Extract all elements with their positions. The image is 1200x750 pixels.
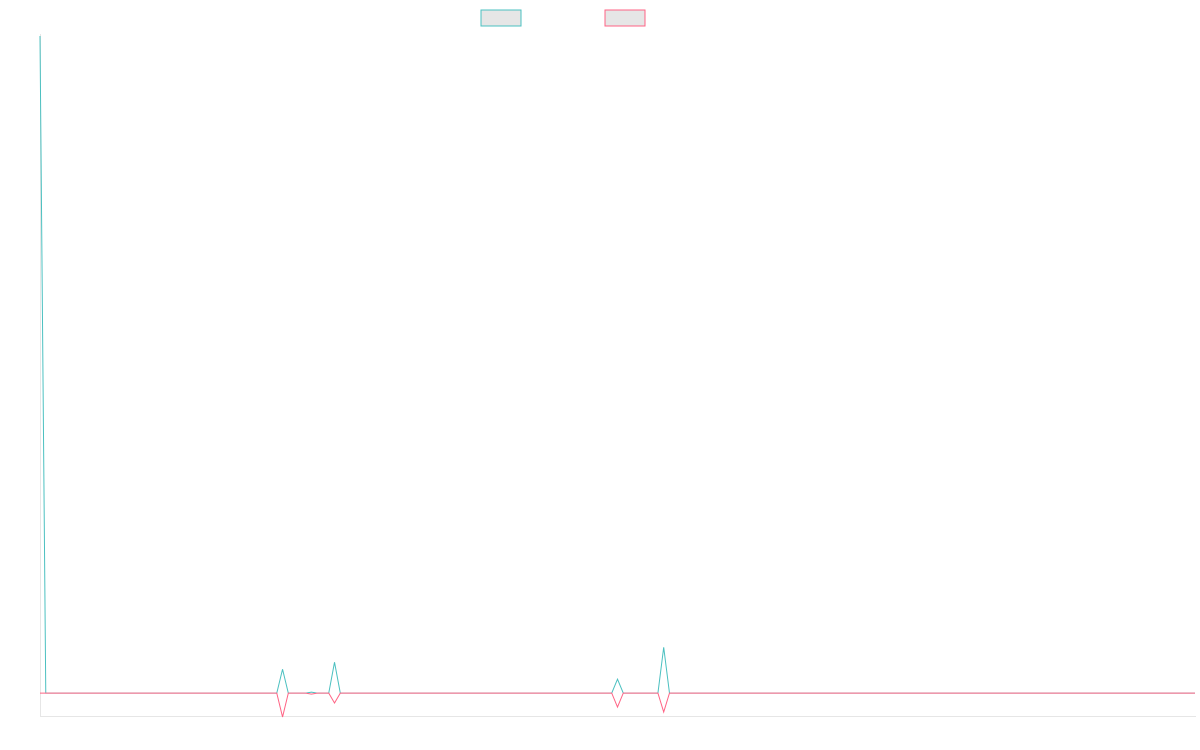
chart-legend [480, 9, 646, 27]
series-layer [39, 35, 1195, 718]
legend-swatch-series-2[interactable] [604, 9, 646, 27]
series-line-2[interactable] [40, 692, 1195, 718]
series-line-1[interactable] [39, 35, 1195, 694]
legend-swatch-series-1[interactable] [480, 9, 522, 27]
